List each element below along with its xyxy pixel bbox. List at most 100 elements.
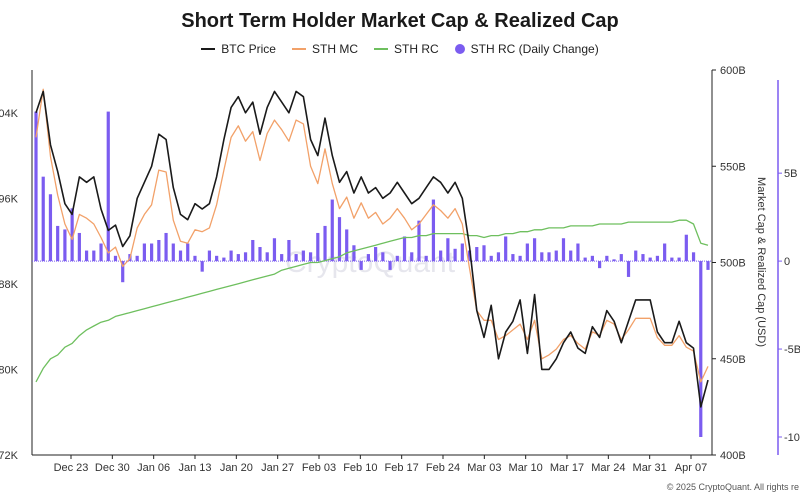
bar-sth-rc-daily-change	[540, 252, 544, 262]
bar-sth-rc-daily-change	[504, 236, 508, 262]
legend-item-sth-rc-daily[interactable]: STH RC (Daily Change)	[454, 42, 599, 56]
bar-sth-rc-daily-change	[308, 252, 313, 262]
bar-sth-rc-daily-change	[446, 238, 450, 262]
x-tick-label: Feb 10	[343, 462, 377, 474]
x-tick-label: Feb 17	[385, 462, 419, 474]
x-tick-label: Dec 23	[54, 462, 89, 474]
bar-sth-rc-daily-change	[265, 252, 269, 262]
legend-label-btc-price: BTC Price	[221, 42, 276, 56]
bar-sth-rc-daily-change	[381, 252, 385, 262]
bar-sth-rc-daily-change	[106, 111, 110, 262]
bar-sth-rc-daily-change	[215, 255, 219, 262]
bar-sth-rc-daily-change	[402, 236, 407, 262]
bar-sth-rc-daily-change	[294, 254, 298, 262]
bar-sth-rc-daily-change	[374, 247, 378, 262]
bar-sth-rc-daily-change	[605, 255, 609, 262]
legend: BTC Price STH MC STH RC STH RC (Daily Ch…	[0, 42, 800, 56]
bar-sth-rc-daily-change	[222, 257, 226, 262]
x-tick-label: Mar 24	[591, 462, 625, 474]
x-tick-label: Apr 07	[675, 462, 707, 474]
bar-sth-rc-daily-change	[518, 255, 522, 262]
bar-sth-rc-daily-change	[648, 257, 652, 262]
bar-sth-rc-daily-change	[258, 247, 262, 262]
bar-sth-rc-daily-change	[489, 255, 493, 262]
bar-sth-rc-daily-change	[337, 217, 342, 262]
line-btc-price	[35, 90, 709, 408]
bar-sth-rc-daily-change	[236, 254, 240, 262]
bar-sth-rc-daily-change	[699, 261, 703, 437]
right-tick-label: 450B	[720, 354, 746, 366]
bar-sth-rc-daily-change	[200, 261, 204, 272]
bar-sth-rc-daily-change	[345, 229, 349, 262]
line-sth-mc	[35, 88, 709, 383]
left-tick-label: 04K	[0, 108, 19, 120]
bar-sth-rc-daily-change	[34, 111, 38, 262]
footer-text: © 2025 CryptoQuant. All rights re	[667, 482, 799, 492]
bar-sth-rc-daily-change	[439, 250, 443, 262]
bar-sth-rc-daily-change	[634, 250, 638, 262]
bar-sth-rc-daily-change	[583, 257, 587, 262]
bar-sth-rc-daily-change	[352, 245, 356, 262]
bar-sth-rc-daily-change	[70, 208, 74, 262]
far-right-tick-label: 0	[784, 256, 790, 268]
bar-sth-rc-daily-change	[251, 239, 255, 262]
bar-sth-rc-daily-change	[475, 247, 479, 262]
x-tick-label: Jan 06	[137, 462, 170, 474]
bar-sth-rc-daily-change	[417, 220, 421, 262]
bar-sth-rc-daily-change	[460, 243, 464, 262]
bar-sth-rc-daily-change	[178, 250, 183, 262]
bar-sth-rc-daily-change	[590, 255, 594, 262]
x-tick-label: Jan 27	[261, 462, 294, 474]
bar-sth-rc-daily-change	[150, 243, 154, 262]
x-tick-label: Jan 13	[178, 462, 211, 474]
bar-sth-rc-daily-change	[92, 250, 96, 262]
legend-label-sth-rc-daily: STH RC (Daily Change)	[470, 42, 599, 56]
bar-sth-rc-daily-change	[330, 199, 334, 262]
bar-sth-rc-daily-change	[229, 250, 233, 262]
legend-label-sth-mc: STH MC	[311, 42, 358, 56]
bar-sth-rc-daily-change	[576, 243, 580, 262]
legend-swatch-sth-mc	[291, 48, 306, 50]
bar-sth-rc-daily-change	[525, 243, 529, 262]
far-right-tick-label: 5B	[784, 168, 797, 180]
bar-sth-rc-daily-change	[598, 261, 602, 269]
bar-sth-rc-daily-change	[547, 252, 551, 262]
far-right-tick-label: -10	[784, 432, 800, 444]
bar-sth-rc-daily-change	[482, 245, 486, 262]
bar-sth-rc-daily-change	[410, 252, 414, 262]
left-tick-label: 72K	[0, 450, 19, 462]
bar-sth-rc-daily-change	[164, 232, 168, 262]
bar-sth-rc-daily-change	[56, 225, 60, 262]
bar-sth-rc-daily-change	[569, 250, 573, 262]
bar-sth-rc-daily-change	[207, 250, 212, 262]
right-axis-title: Market Cap & Realized Cap (USD)	[755, 177, 767, 347]
right-tick-label: 600B	[720, 65, 746, 77]
bar-sth-rc-daily-change	[496, 252, 501, 262]
legend-item-sth-mc[interactable]: STH MC	[291, 42, 358, 56]
legend-item-sth-rc[interactable]: STH RC	[373, 42, 439, 56]
legend-label-sth-rc: STH RC	[393, 42, 439, 56]
bar-sth-rc-daily-change	[121, 261, 125, 283]
legend-swatch-btc-price	[201, 48, 216, 50]
legend-item-btc-price[interactable]: BTC Price	[201, 42, 276, 56]
right-tick-label: 400B	[720, 450, 746, 462]
right-tick-label: 500B	[720, 258, 746, 270]
bar-sth-rc-daily-change	[41, 176, 45, 262]
right-tick-label: 550B	[720, 161, 746, 173]
bar-sth-rc-daily-change	[77, 232, 81, 262]
bar-sth-rc-daily-change	[395, 255, 399, 262]
bar-sth-rc-daily-change	[113, 255, 118, 262]
x-tick-label: Mar 10	[509, 462, 543, 474]
bar-sth-rc-daily-change	[641, 254, 645, 262]
bar-sth-rc-daily-change	[366, 254, 370, 262]
bar-sth-rc-daily-change	[467, 250, 472, 262]
legend-swatch-sth-rc	[373, 48, 388, 50]
bar-sth-rc-daily-change	[619, 254, 623, 262]
bar-sth-rc-daily-change	[99, 243, 103, 262]
bar-sth-rc-daily-change	[63, 229, 67, 262]
legend-swatch-sth-rc-daily	[454, 44, 465, 54]
x-tick-label: Jan 20	[220, 462, 253, 474]
bar-sth-rc-daily-change	[453, 248, 457, 262]
bar-sth-rc-daily-change	[193, 255, 197, 262]
